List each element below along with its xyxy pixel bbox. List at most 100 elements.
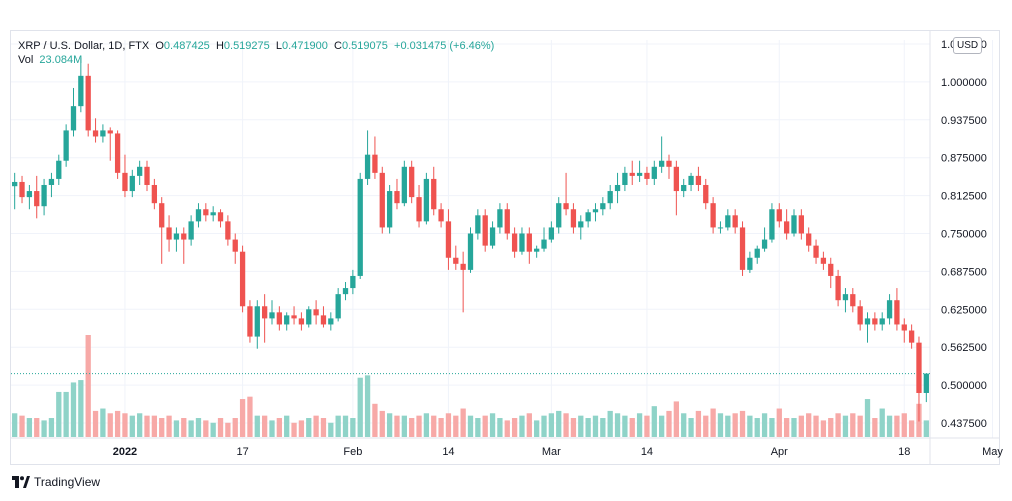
volume-bar: [732, 413, 738, 437]
volume-legend: Vol 23.084M: [18, 54, 82, 66]
volume-bar: [284, 415, 290, 437]
candle-body: [261, 306, 268, 319]
y-tick-label: 0.687500: [941, 266, 987, 278]
candle-body: [563, 203, 569, 210]
candle-body: [791, 215, 797, 234]
volume-bar: [394, 415, 400, 437]
volume-bar: [541, 415, 547, 437]
candle-body: [798, 215, 804, 234]
volume-bar: [769, 418, 775, 437]
candle-body: [78, 75, 84, 107]
volume-bar: [791, 418, 797, 437]
candle-body: [761, 239, 768, 249]
candle-body: [85, 75, 91, 131]
candle-body: [210, 212, 216, 216]
candle-body: [475, 215, 481, 234]
candle-body: [423, 178, 430, 222]
volume-bar: [489, 413, 496, 437]
candle-body: [12, 181, 18, 187]
candle-body: [710, 203, 716, 228]
volume-bar: [526, 413, 532, 437]
candle-body: [445, 221, 452, 258]
candle-body: [225, 221, 231, 240]
volume-bar: [92, 410, 99, 437]
volume-label: Vol: [18, 54, 34, 66]
low-label: L: [275, 40, 283, 52]
candle-body: [203, 209, 209, 216]
candle-body: [570, 209, 577, 228]
volume-bar: [26, 418, 33, 437]
volume-bar: [629, 418, 635, 437]
candle-body: [644, 172, 650, 179]
volume-bar: [475, 418, 481, 437]
candle-body: [460, 263, 466, 270]
volume-bar: [497, 418, 503, 437]
volume-bar: [600, 418, 606, 437]
candle-body: [144, 166, 150, 185]
candle-body: [159, 203, 165, 228]
candle-body: [636, 172, 643, 176]
volume-bar: [63, 391, 69, 437]
candle-body: [129, 175, 135, 192]
candle-body: [92, 130, 99, 137]
y-tick-label: 0.500000: [941, 380, 987, 392]
volume-bar: [842, 415, 849, 437]
volume-bar: [879, 408, 885, 437]
volume-bar: [173, 420, 180, 437]
x-tick-label: 17: [236, 446, 248, 458]
candle-body: [269, 312, 275, 319]
candle-body: [291, 315, 297, 319]
candle-body: [864, 318, 871, 325]
candle-body: [901, 324, 907, 331]
candle-body: [401, 166, 407, 204]
candle-body: [886, 300, 893, 319]
x-tick-label: 18: [898, 446, 910, 458]
candle-body: [497, 209, 503, 228]
volume-bar: [622, 415, 628, 437]
candle-body: [857, 306, 863, 325]
y-tick-label: 0.937500: [941, 115, 987, 127]
volume-bar: [534, 420, 540, 437]
volume-bar: [864, 399, 871, 437]
volume-bar: [372, 403, 378, 437]
volume-bar: [592, 415, 599, 437]
volume-bar: [195, 418, 202, 437]
candle-body: [342, 288, 349, 295]
candle-body: [820, 257, 827, 264]
volume-bar: [129, 415, 135, 437]
candle-body: [320, 315, 327, 325]
volume-bar: [636, 413, 643, 437]
candle-body: [19, 181, 25, 198]
high-value: 0.519275: [223, 40, 270, 52]
volume-bar: [908, 420, 915, 437]
volume-bar: [210, 422, 216, 437]
candle-body: [578, 221, 584, 228]
volume-bar: [423, 413, 430, 437]
tradingview-brand[interactable]: TradingView: [12, 475, 100, 489]
candle-body: [350, 275, 356, 289]
volume-bar: [70, 382, 77, 437]
volume-bar: [460, 408, 466, 437]
y-tick-label: 1.000000: [941, 77, 987, 89]
candle-body: [188, 221, 194, 240]
candle-body: [335, 294, 341, 319]
volume-bar: [761, 413, 768, 437]
volume-bar: [114, 410, 121, 437]
currency-button[interactable]: USD: [953, 37, 983, 54]
volume-bar: [298, 420, 305, 437]
volume-bar: [644, 415, 650, 437]
candle-body: [850, 294, 856, 307]
high-label: H: [215, 40, 224, 52]
volume-bar: [276, 418, 282, 437]
candle-body: [526, 233, 532, 252]
volume-bar: [828, 418, 834, 437]
candle-body: [107, 130, 113, 134]
candle-body: [659, 160, 665, 167]
candle-body: [239, 251, 246, 307]
candle-body: [688, 175, 694, 185]
candle-body: [26, 191, 33, 198]
volume-bar: [813, 415, 819, 437]
volume-bar: [872, 418, 878, 437]
candle-body: [409, 166, 415, 198]
